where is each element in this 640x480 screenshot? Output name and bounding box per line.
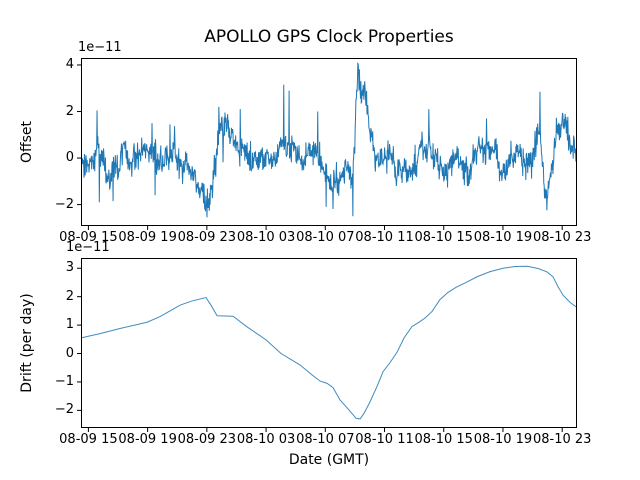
x-tick-label: 08-09 23	[177, 432, 237, 447]
y-tick-label: 4	[65, 56, 74, 72]
x-tick-label: 08-10 11	[355, 432, 414, 447]
x-axis-label: Date (GMT)	[288, 452, 370, 468]
top-axes-frame	[81, 58, 577, 226]
x-tick-label: 08-10 19	[473, 432, 533, 447]
x-tick-label: 08-09 15	[59, 230, 118, 245]
bottom-axis-offset-text: 1e−11	[66, 240, 110, 255]
y-tick-label: 3	[65, 260, 74, 276]
x-tick-label: 08-10 07	[296, 230, 355, 245]
x-tick-label: 08-10 15	[414, 432, 473, 447]
y-tick-label: 2	[65, 103, 74, 119]
y-tick-label: 2	[65, 288, 74, 304]
x-tick-label: 08-10 03	[236, 230, 296, 245]
x-tick-label: 08-09 15	[59, 432, 118, 447]
drift-series-line	[81, 265, 577, 420]
offset-series-line	[81, 62, 577, 218]
x-tick-label: 08-10 11	[355, 230, 414, 245]
x-tick-label: 08-10 23	[532, 432, 592, 447]
y-tick-label: 0	[65, 345, 74, 361]
figure-title: APOLLO GPS Clock Properties	[204, 27, 454, 47]
x-tick-label: 08-10 19	[473, 230, 533, 245]
x-tick-label: 08-09 23	[177, 230, 237, 245]
y-tick-label: −2	[54, 196, 74, 212]
y-tick-label: −2	[54, 402, 74, 418]
x-tick-label: 08-10 15	[414, 230, 473, 245]
bottom-axes-frame	[81, 258, 577, 428]
x-tick-label: 08-09 19	[118, 432, 177, 447]
y-tick-label: 1	[65, 317, 74, 333]
y-tick-label: −1	[54, 373, 74, 389]
y-tick-label: 0	[65, 150, 74, 166]
x-tick-label: 08-10 07	[296, 432, 355, 447]
top-axis-offset-text: 1e−11	[78, 40, 122, 55]
x-tick-label: 08-10 03	[236, 432, 296, 447]
x-tick-label: 08-09 19	[118, 230, 177, 245]
x-tick-label: 08-10 23	[532, 230, 592, 245]
